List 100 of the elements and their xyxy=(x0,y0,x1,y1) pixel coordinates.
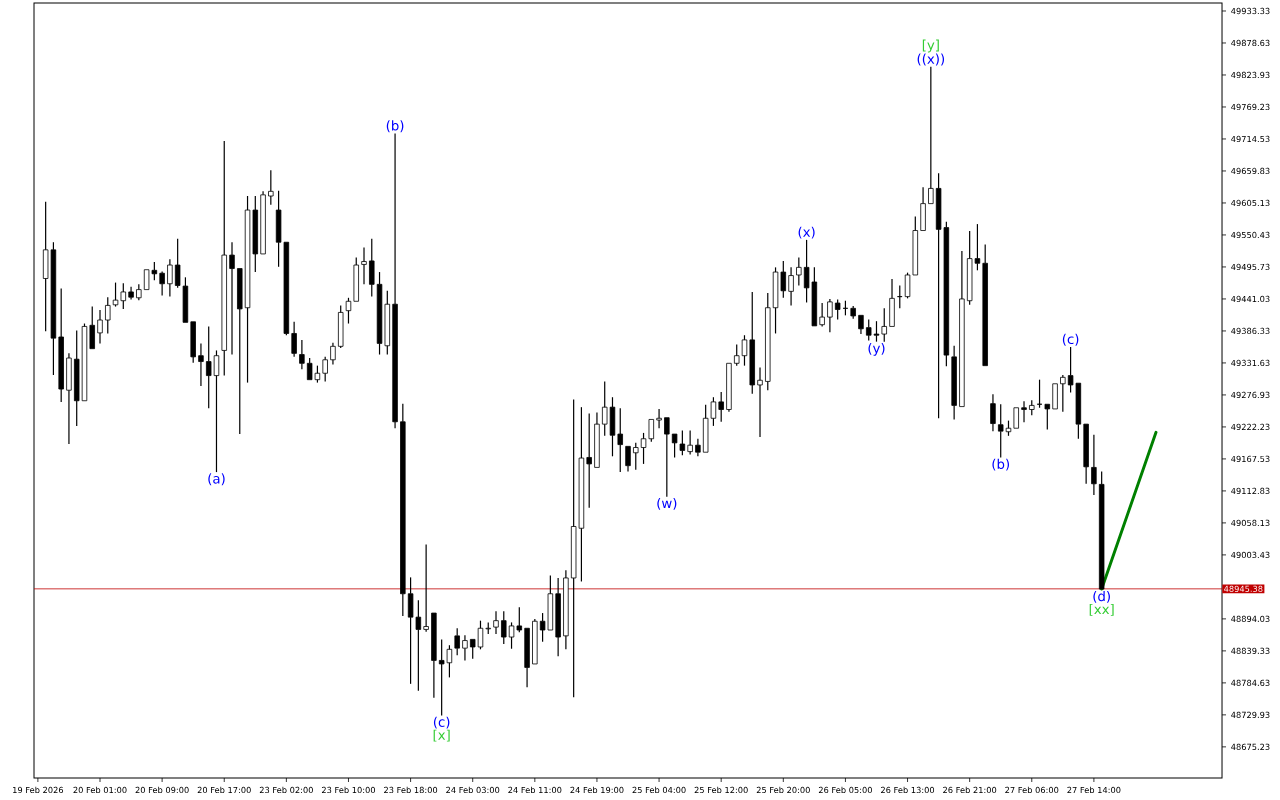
candlestick xyxy=(827,298,833,333)
candlestick xyxy=(159,270,165,297)
candlestick xyxy=(1044,403,1051,430)
candlestick xyxy=(392,132,398,429)
x-tick-label: 20 Feb 17:00 xyxy=(197,786,251,794)
candlestick xyxy=(664,417,670,498)
candlestick xyxy=(423,544,429,633)
y-tick-label: 49495.73 xyxy=(1231,263,1270,271)
y-tick-label: 49112.83 xyxy=(1231,487,1270,495)
y-tick-label: 49331.63 xyxy=(1231,359,1270,367)
candlestick xyxy=(493,610,499,635)
annotation: (y) xyxy=(868,342,885,356)
candlestick xyxy=(757,366,763,438)
candlestick xyxy=(928,66,934,205)
candlestick xyxy=(951,345,957,421)
candlestick xyxy=(617,407,623,473)
x-tick-label: 26 Feb 05:00 xyxy=(818,786,872,794)
y-tick-label: 49441.03 xyxy=(1231,295,1270,303)
y-tick-label: 49878.63 xyxy=(1231,39,1270,47)
candlestick xyxy=(625,445,631,473)
x-tick-label: 26 Feb 21:00 xyxy=(943,786,997,794)
candlestick xyxy=(361,246,367,285)
candlestick xyxy=(198,342,204,387)
candlestick xyxy=(788,266,794,306)
y-tick-label: 49769.23 xyxy=(1231,103,1270,111)
annotation: (a) xyxy=(208,473,225,486)
candlestick xyxy=(229,241,235,356)
candlestick xyxy=(920,186,926,231)
candlestick xyxy=(990,393,996,432)
candlestick xyxy=(260,190,266,255)
y-tick-label: 48784.63 xyxy=(1231,679,1270,687)
y-tick-label: 49222.23 xyxy=(1231,423,1270,431)
candlestick xyxy=(66,352,72,445)
annotation: (d) xyxy=(1093,590,1110,603)
candlestick xyxy=(1021,400,1027,423)
candlestick xyxy=(524,627,530,688)
candlestick xyxy=(89,305,95,350)
y-tick-label: 49550.43 xyxy=(1231,231,1270,239)
x-tick-label: 27 Feb 06:00 xyxy=(1005,786,1059,794)
x-tick-label: 25 Feb 04:00 xyxy=(632,786,686,794)
candlestick xyxy=(291,321,297,358)
candlestick xyxy=(128,286,134,301)
y-tick-label: 49659.83 xyxy=(1231,167,1270,175)
y-tick-label: 49167.53 xyxy=(1231,455,1270,463)
candlestick xyxy=(726,362,732,413)
y-tick-label: 48675.23 xyxy=(1231,743,1270,750)
candlestick xyxy=(97,309,103,345)
candlestick xyxy=(167,258,173,298)
x-tick-label: 27 Feb 14:00 xyxy=(1067,786,1121,794)
y-tick-label: 48729.93 xyxy=(1231,711,1270,719)
annotation: (b) xyxy=(992,458,1010,471)
candlestick xyxy=(563,569,569,650)
x-tick-label: 23 Feb 02:00 xyxy=(259,786,313,794)
x-tick-label: 20 Feb 01:00 xyxy=(73,786,127,794)
candlestick xyxy=(656,408,662,429)
x-tick-label: 24 Feb 03:00 xyxy=(446,786,500,794)
candlestick xyxy=(1083,423,1089,485)
y-tick-label: 48894.03 xyxy=(1231,615,1270,623)
y-tick-label: 49605.13 xyxy=(1231,199,1270,207)
candlestick xyxy=(1013,407,1019,429)
candlestick xyxy=(431,612,437,699)
annotation: (w) xyxy=(657,497,677,510)
y-tick-label: 49058.13 xyxy=(1231,519,1270,527)
y-tick-label: 49823.93 xyxy=(1231,71,1270,79)
x-tick-label: 24 Feb 11:00 xyxy=(508,786,562,794)
candlestick xyxy=(982,243,988,367)
annotation: [x] xyxy=(433,729,450,742)
annotation: (b) xyxy=(386,120,404,133)
candlestick xyxy=(299,339,305,370)
annotation: ((x)) xyxy=(917,53,945,66)
x-tick-label: 24 Feb 19:00 xyxy=(570,786,624,794)
candlestick xyxy=(330,342,336,366)
candlestick xyxy=(695,438,701,457)
candlestick xyxy=(687,429,693,456)
ref-line-label: 48945.38 xyxy=(1224,585,1263,592)
annotation: [xx] xyxy=(1089,603,1114,616)
candlestick xyxy=(819,302,825,328)
candlestick xyxy=(997,403,1004,459)
candlestick xyxy=(594,411,600,468)
candlestick xyxy=(237,268,243,435)
candlestick xyxy=(400,403,406,617)
x-tick-label: 25 Feb 20:00 xyxy=(756,786,810,794)
candlestick xyxy=(889,278,895,327)
y-tick-label: 49714.53 xyxy=(1231,135,1270,143)
x-tick-label: 19 Feb 2026 xyxy=(13,786,64,794)
candlestick xyxy=(221,140,227,377)
candlestick xyxy=(1052,383,1058,410)
y-tick-label: 49386.33 xyxy=(1231,327,1270,335)
candlestick xyxy=(462,634,468,662)
candlestick xyxy=(858,314,864,335)
annotation: [y] xyxy=(922,39,939,53)
x-tick-label: 23 Feb 10:00 xyxy=(321,786,376,794)
x-tick-label: 25 Feb 12:00 xyxy=(694,786,748,794)
annotation: (c) xyxy=(433,716,450,729)
x-tick-label: 20 Feb 09:00 xyxy=(135,786,189,794)
x-tick-label: 26 Feb 13:00 xyxy=(881,786,935,794)
annotation: (c) xyxy=(1062,333,1079,346)
y-tick-label: 49003.43 xyxy=(1231,551,1270,559)
y-tick-label: 49933.33 xyxy=(1231,7,1270,15)
candlestick xyxy=(959,250,965,407)
